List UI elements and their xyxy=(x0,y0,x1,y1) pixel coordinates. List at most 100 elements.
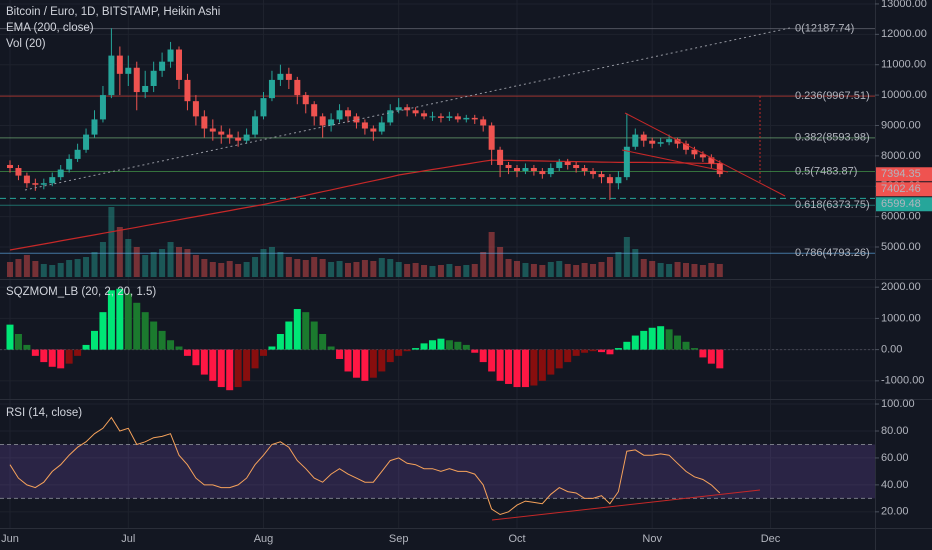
momentum-bar xyxy=(445,340,453,350)
volume-bar xyxy=(522,263,529,277)
momentum-bar xyxy=(200,349,208,375)
momentum-bar xyxy=(412,348,420,350)
volume-bar xyxy=(370,261,377,277)
candle-body xyxy=(243,134,250,141)
candle-body xyxy=(623,146,630,178)
volume-bar xyxy=(328,262,335,277)
legend-text: Bitcoin / Euro, 1D, BITSTAMP, Heikin Ash… xyxy=(6,6,220,18)
momentum-bar xyxy=(513,349,521,388)
candle-body xyxy=(615,177,622,184)
candle-body xyxy=(649,140,656,144)
candle-body xyxy=(159,61,166,71)
momentum-bar xyxy=(319,334,327,350)
candle-body xyxy=(581,168,588,172)
volume-bar xyxy=(7,262,13,277)
momentum-bar xyxy=(623,341,631,350)
volume-bar xyxy=(91,252,98,277)
volume-bar xyxy=(564,264,571,277)
candle-body xyxy=(657,142,664,144)
momentum-bar xyxy=(505,349,513,384)
momentum-bar xyxy=(183,349,191,356)
momentum-bar xyxy=(640,330,648,350)
volume-bar xyxy=(623,237,630,277)
volume-bar xyxy=(142,255,149,277)
candle-body xyxy=(116,55,123,74)
momentum-bar xyxy=(167,340,175,350)
volume-bar xyxy=(23,255,30,277)
trend-line xyxy=(24,27,791,191)
momentum-bar xyxy=(521,349,529,388)
candle-body xyxy=(716,163,723,175)
candle-body xyxy=(277,73,284,80)
x-tick-label: Jul xyxy=(121,533,135,545)
price-label: 6599.48 xyxy=(881,198,921,210)
momentum-bar xyxy=(429,340,436,350)
volume-bar xyxy=(539,265,546,277)
momentum-bar xyxy=(31,349,39,356)
volume-bar xyxy=(514,261,520,277)
trend-line xyxy=(491,489,761,521)
volume-bar xyxy=(243,262,250,277)
momentum-bar xyxy=(124,293,132,350)
volume-bar xyxy=(252,257,259,277)
pane-title: RSI (14, close) xyxy=(6,407,82,419)
candle-body xyxy=(395,107,402,111)
fib-label: 0.236(9967.51) xyxy=(795,90,870,102)
candle-body xyxy=(446,116,453,118)
volume-bar xyxy=(235,264,242,277)
x-tick-label: Oct xyxy=(508,533,525,545)
pane-title: SQZMOM_LB (20, 2, 20, 1.5) xyxy=(6,286,156,298)
volume-bar xyxy=(99,242,106,277)
candle-body xyxy=(471,117,478,120)
momentum-bar xyxy=(471,349,479,353)
momentum-bar xyxy=(74,349,82,356)
momentum-bar xyxy=(538,349,546,381)
momentum-bar xyxy=(243,349,251,381)
price-label-box xyxy=(876,182,932,197)
momentum-bar xyxy=(674,335,682,350)
candle-body xyxy=(319,116,326,126)
volume-bar xyxy=(581,263,588,277)
candle-body xyxy=(49,177,56,184)
candle-body xyxy=(142,85,149,93)
volume-bar xyxy=(488,232,495,277)
momentum-bar xyxy=(116,288,124,350)
candle-body xyxy=(421,113,428,117)
momentum-bar xyxy=(82,344,90,350)
volume-bar xyxy=(657,263,664,277)
volume-bar xyxy=(294,259,301,277)
candle-body xyxy=(260,98,267,117)
candle-body xyxy=(336,110,343,120)
candle-body xyxy=(7,164,13,169)
momentum-bar xyxy=(6,324,14,350)
volume-bar xyxy=(505,259,512,277)
candle-body xyxy=(108,55,115,96)
momentum-bar xyxy=(57,349,65,369)
candle-body xyxy=(539,171,546,175)
momentum-bar xyxy=(378,349,386,372)
trend-line xyxy=(624,112,786,197)
volume-bar xyxy=(49,265,56,277)
volume-bar xyxy=(437,265,444,277)
y-tick-label: 2000.00 xyxy=(881,281,921,293)
candle-body xyxy=(691,149,698,155)
volume-bar xyxy=(218,263,225,277)
momentum-bar xyxy=(631,335,639,350)
momentum-bar xyxy=(150,321,158,350)
volume-bar xyxy=(40,264,47,277)
candle-body xyxy=(32,183,39,185)
candle-body xyxy=(556,161,563,169)
price-label: 7402.46 xyxy=(881,183,921,195)
candle-body xyxy=(74,149,81,159)
candle-body xyxy=(345,110,351,117)
momentum-bar xyxy=(598,349,605,353)
volume-bar xyxy=(640,259,647,277)
candle-body xyxy=(454,116,461,120)
volume-bar xyxy=(421,265,428,277)
momentum-bar xyxy=(336,349,344,359)
price-label: 7394.35 xyxy=(881,168,921,180)
volume-bar xyxy=(429,266,436,277)
volume-bar xyxy=(463,265,470,277)
ema-line xyxy=(9,159,720,251)
volume-bar xyxy=(606,257,613,277)
